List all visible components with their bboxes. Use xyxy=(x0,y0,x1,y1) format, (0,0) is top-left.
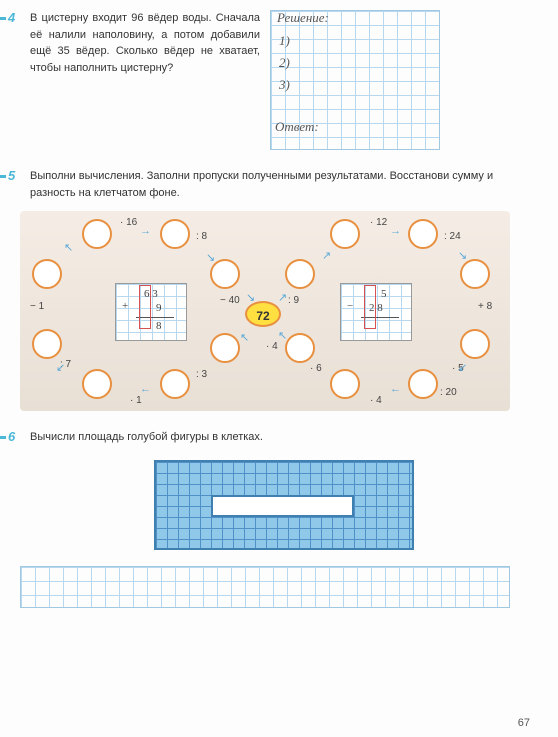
calc-circle[interactable] xyxy=(82,219,112,249)
arrow-icon: ↖ xyxy=(64,241,73,254)
blue-figure xyxy=(154,460,414,550)
op-label: − 1 xyxy=(30,301,44,312)
arrow-icon: ↘ xyxy=(246,291,255,304)
solution-line-1: 1) xyxy=(279,33,290,49)
task-number: 6 xyxy=(8,429,15,444)
calc-diagram: 72 · 16 : 8 − 40 − 1 : 7 · 1 : 3 · 12 : … xyxy=(20,211,510,411)
op-label: · 4 xyxy=(266,341,278,352)
arrow-icon: ↙ xyxy=(458,361,467,374)
op-label: : 8 xyxy=(196,231,207,242)
arrow-icon: ↖ xyxy=(240,331,249,344)
op-label: − 40 xyxy=(220,295,240,306)
task4-text: В цистерну входит 96 вёдер воды. Сначала… xyxy=(30,10,260,150)
task-5: 5 Выполни вычисления. Заполни пропуски п… xyxy=(30,168,538,411)
page-number: 67 xyxy=(518,717,530,729)
answer-label: Ответ: xyxy=(275,119,319,135)
grid-n2: 9 xyxy=(156,302,162,314)
calc-circle[interactable] xyxy=(210,333,240,363)
solution-title: Решение: xyxy=(277,10,329,26)
calc-circle[interactable] xyxy=(460,259,490,289)
task-number: 4 xyxy=(8,10,15,25)
calc-circle[interactable] xyxy=(285,259,315,289)
solution-line-2: 2) xyxy=(279,55,290,71)
arrow-icon: ↘ xyxy=(206,251,215,264)
arrow-icon: ↙ xyxy=(56,361,65,374)
arrow-icon: → xyxy=(140,225,151,237)
calc-circle[interactable] xyxy=(32,329,62,359)
red-box xyxy=(139,285,151,329)
arrow-icon: ↘ xyxy=(458,249,467,262)
arrow-icon: ↖ xyxy=(278,329,287,342)
calc-circle[interactable] xyxy=(285,333,315,363)
calc-circle[interactable] xyxy=(408,369,438,399)
arrow-icon: ← xyxy=(390,383,401,395)
arrow-icon: ← xyxy=(140,383,151,395)
answer-grid[interactable] xyxy=(20,566,510,608)
solution-grid[interactable]: Решение: 1) 2) 3) Ответ: xyxy=(270,10,440,150)
op-label: : 24 xyxy=(444,231,461,242)
op-label: · 1 xyxy=(130,395,142,406)
solution-line-3: 3) xyxy=(279,77,290,93)
grid-res: 8 xyxy=(156,320,162,332)
op-label: · 6 xyxy=(310,363,322,374)
task-6: 6 Вычисли площадь голубой фигуры в клетк… xyxy=(30,429,538,608)
calc-circle[interactable] xyxy=(330,369,360,399)
addition-grid[interactable]: + 6 3 9 8 xyxy=(115,283,187,341)
task6-text: Вычисли площадь голубой фигуры в клетках… xyxy=(30,429,538,446)
grid-op: − xyxy=(347,300,353,312)
op-label: · 4 xyxy=(370,395,382,406)
op-label: : 20 xyxy=(440,387,457,398)
task-4: 4 В цистерну входит 96 вёдер воды. Снача… xyxy=(30,10,538,150)
op-label: : 9 xyxy=(288,295,299,306)
calc-circle[interactable] xyxy=(408,219,438,249)
calc-circle[interactable] xyxy=(82,369,112,399)
op-label: · 12 xyxy=(370,217,387,228)
calc-circle[interactable] xyxy=(330,219,360,249)
op-label: : 3 xyxy=(196,369,207,380)
calc-circle[interactable] xyxy=(160,369,190,399)
arrow-icon: ↗ xyxy=(278,291,287,304)
op-label: · 16 xyxy=(120,217,137,228)
subtraction-grid[interactable]: − 5 2 8 xyxy=(340,283,412,341)
task4-body: В цистерну входит 96 вёдер воды. Сначала… xyxy=(30,10,538,150)
center-value: 72 xyxy=(245,301,281,327)
grid-n1: 5 xyxy=(381,288,387,300)
calc-circle[interactable] xyxy=(32,259,62,289)
figure-hole xyxy=(211,495,354,517)
calc-circle[interactable] xyxy=(460,329,490,359)
op-label: + 8 xyxy=(478,301,492,312)
arrow-icon: → xyxy=(390,225,401,237)
task-number: 5 xyxy=(8,168,15,183)
arrow-icon: ↗ xyxy=(322,249,331,262)
grid-op: + xyxy=(122,300,128,312)
red-box xyxy=(364,285,376,329)
task5-text: Выполни вычисления. Заполни пропуски пол… xyxy=(30,168,538,201)
calc-circle[interactable] xyxy=(160,219,190,249)
